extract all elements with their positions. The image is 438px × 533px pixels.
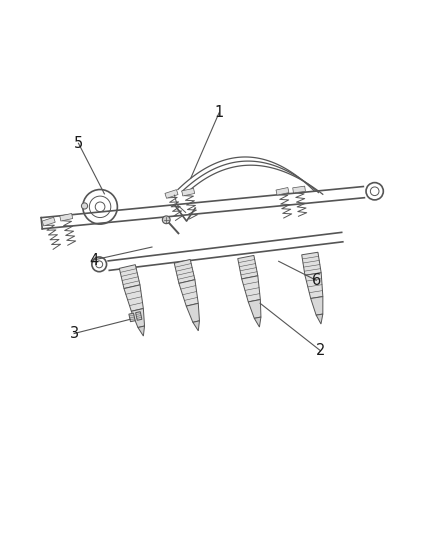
Polygon shape (276, 188, 289, 195)
Circle shape (81, 203, 88, 209)
Polygon shape (60, 213, 73, 221)
Polygon shape (248, 300, 261, 318)
Polygon shape (138, 326, 145, 336)
Polygon shape (119, 265, 140, 288)
Polygon shape (174, 260, 195, 284)
Polygon shape (293, 186, 305, 193)
Text: 4: 4 (89, 253, 98, 268)
Polygon shape (311, 296, 323, 315)
Polygon shape (136, 312, 142, 320)
Circle shape (162, 216, 170, 224)
Polygon shape (305, 273, 323, 298)
Text: 2: 2 (316, 343, 325, 358)
Polygon shape (302, 252, 321, 276)
Polygon shape (129, 313, 135, 322)
Text: 5: 5 (74, 136, 83, 151)
Polygon shape (182, 188, 194, 196)
Text: 3: 3 (70, 326, 79, 341)
Polygon shape (131, 309, 145, 327)
Polygon shape (186, 303, 199, 322)
Polygon shape (316, 314, 323, 324)
Polygon shape (238, 255, 258, 279)
Polygon shape (254, 317, 261, 327)
Text: 1: 1 (214, 106, 224, 120)
Polygon shape (165, 190, 178, 198)
Polygon shape (242, 276, 260, 302)
Polygon shape (42, 217, 55, 226)
Polygon shape (179, 280, 198, 306)
Polygon shape (193, 321, 199, 331)
Polygon shape (124, 285, 143, 311)
Text: 6: 6 (312, 273, 321, 288)
